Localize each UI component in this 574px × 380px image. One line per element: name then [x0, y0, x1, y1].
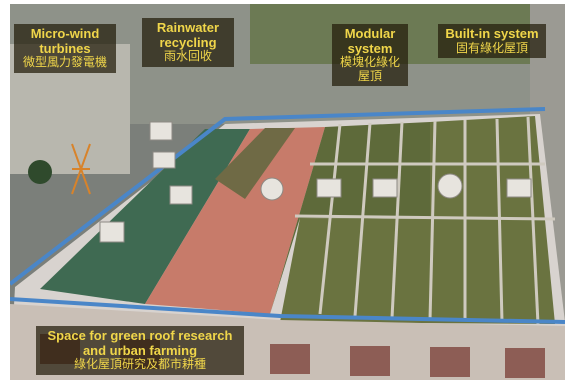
walkway-grid [294, 116, 556, 325]
rainwater-label-zh: 雨水回收 [163, 49, 212, 64]
micro-wind-label-en: Micro-wind turbines [30, 26, 100, 56]
green-floor-area [40, 129, 250, 304]
tree [28, 160, 52, 184]
rainwater-label-en: Rainwater recycling [156, 20, 220, 50]
space-label-zh: 綠化屋頂研究及都市耕種 [73, 357, 206, 372]
wind-turbine-frame [71, 143, 91, 195]
red-paving-area [145, 127, 325, 314]
rainwater-recycling-label: Rainwater recycling 雨水回收 [142, 18, 234, 67]
planter-strip [215, 128, 295, 199]
built-in-label-en: Built-in system [445, 26, 539, 41]
roof-vents [99, 121, 532, 243]
railing-top [10, 107, 546, 286]
modular-label-en: Modular system [344, 26, 396, 56]
micro-wind-label-zh: 微型風力發電機 [22, 55, 107, 70]
green-roof-research-label: Space for green roof research and urban … [36, 326, 244, 375]
built-in-label-zh: 固有綠化屋頂 [455, 40, 528, 55]
modular-system-label: Modular system 模塊化綠化屋頂 [332, 24, 408, 86]
railing-front [10, 297, 565, 324]
micro-wind-turbines-label: Micro-wind turbines 微型風力發電機 [14, 24, 116, 73]
space-label-en: Space for green roof research and urban … [47, 328, 233, 358]
modular-label-zh: 模塊化綠化屋頂 [339, 55, 400, 83]
built-in-green-roof [280, 116, 555, 324]
built-in-system-label: Built-in system 固有綠化屋頂 [438, 24, 546, 58]
